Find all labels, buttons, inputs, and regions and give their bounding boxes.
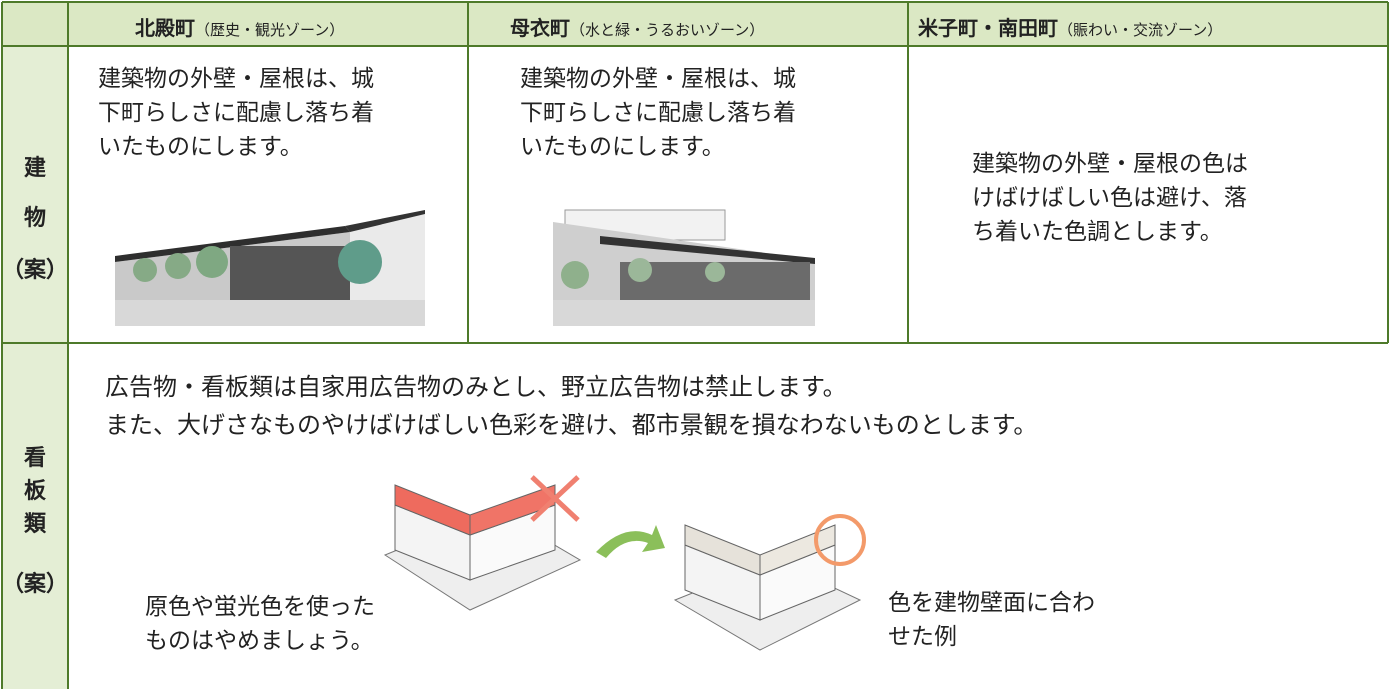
cell-text: 建築物の外壁・屋根の色は けばけばしい色は避け、落 ち着いた色調とします。 bbox=[972, 147, 1248, 249]
header-cell: 母衣町（水と緑・うるおいゾーン） bbox=[510, 12, 764, 41]
row-label: 看 bbox=[23, 446, 47, 471]
building-illustration bbox=[553, 209, 815, 326]
text-line: いたものにします。 bbox=[520, 134, 725, 160]
arrow bbox=[596, 525, 665, 558]
signboard-text: 広告物・看板類は自家用広告物のみとし、野立広告物は禁止します。また、大げさなもの… bbox=[105, 368, 1037, 444]
row-label: 類 bbox=[23, 512, 47, 537]
row-label: （案） bbox=[1, 572, 69, 597]
header-name: 北殿町 bbox=[135, 16, 195, 40]
header-note: （賑わい・交流ゾーン） bbox=[1058, 21, 1223, 39]
row-label: 物 bbox=[23, 206, 47, 231]
caption: 色を建物壁面に合わ せた例 bbox=[888, 586, 1095, 654]
text-line: いたものにします。 bbox=[98, 134, 303, 160]
label-column-bg bbox=[2, 46, 68, 689]
header-name: 母衣町 bbox=[510, 16, 570, 40]
row-label: （案） bbox=[1, 258, 69, 283]
text-line: ものはやめましょう。 bbox=[145, 628, 374, 654]
header-cell: 北殿町（歴史・観光ゾーン） bbox=[135, 12, 344, 41]
text-line: 下町らしさに配慮し落ち着 bbox=[98, 100, 374, 126]
header-bg bbox=[2, 2, 1388, 46]
text-line: ち着いた色調とします。 bbox=[972, 219, 1223, 245]
signboard-bad-illustration bbox=[383, 475, 582, 611]
header-cell: 米子町・南田町（賑わい・交流ゾーン） bbox=[918, 12, 1222, 41]
header-note: （水と緑・うるおいゾーン） bbox=[570, 21, 765, 39]
caption: 原色や蛍光色を使った ものはやめましょう。 bbox=[145, 590, 375, 658]
text-line: 原色や蛍光色を使った bbox=[145, 594, 375, 620]
text-line: 色を建物壁面に合わ bbox=[888, 590, 1095, 616]
text-line: せた例 bbox=[888, 624, 957, 650]
text-line: 広告物・看板類は自家用広告物のみとし、野立広告物は禁止します。 bbox=[105, 373, 847, 401]
text-line: 下町らしさに配慮し落ち着 bbox=[520, 100, 796, 126]
text-line: 建築物の外壁・屋根の色は bbox=[972, 151, 1248, 177]
header-note: （歴史・観光ゾーン） bbox=[195, 21, 345, 39]
header-name: 米子町・南田町 bbox=[918, 16, 1058, 40]
row-label: 板 bbox=[23, 479, 47, 504]
text-line: また、大げさなものやけばけばしい色彩を避け、都市景観を損なわないものとします。 bbox=[105, 411, 1038, 439]
building-illustration bbox=[115, 210, 425, 326]
text-line: 建築物の外壁・屋根は、城 bbox=[98, 66, 374, 92]
cell-text: 建築物の外壁・屋根は、城 下町らしさに配慮し落ち着 いたものにします。 bbox=[520, 62, 796, 164]
row-label: 建 bbox=[23, 156, 47, 181]
signboard-good-illustration bbox=[673, 514, 866, 651]
cell-text: 建築物の外壁・屋根は、城 下町らしさに配慮し落ち着 いたものにします。 bbox=[98, 62, 374, 164]
text-line: 建築物の外壁・屋根は、城 bbox=[520, 66, 796, 92]
text-line: けばけばしい色は避け、落 bbox=[972, 185, 1247, 211]
